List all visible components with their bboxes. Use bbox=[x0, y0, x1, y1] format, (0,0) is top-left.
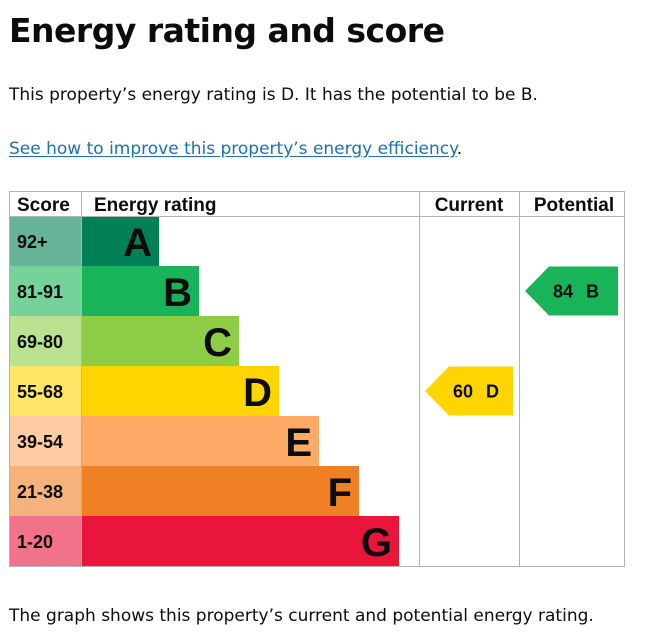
score-range-d: 55-68 bbox=[17, 382, 63, 402]
rating-bar-b bbox=[81, 266, 199, 316]
score-cell-a bbox=[9, 216, 81, 266]
score-cell-g bbox=[9, 516, 81, 566]
band-letter-a: A bbox=[123, 221, 152, 265]
current-rating-letter: D bbox=[486, 382, 499, 402]
band-letter-e: E bbox=[285, 421, 312, 465]
chart-caption: The graph shows this property’s current … bbox=[9, 606, 594, 626]
potential-rating-score: 84 bbox=[553, 282, 573, 302]
band-letter-d: D bbox=[243, 371, 272, 415]
score-cell-d bbox=[9, 366, 81, 416]
current-rating-score: 60 bbox=[453, 382, 473, 402]
score-range-g: 1-20 bbox=[17, 532, 53, 552]
current-rating-arrow bbox=[425, 366, 513, 416]
score-range-b: 81-91 bbox=[17, 282, 63, 302]
table-border bbox=[9, 191, 625, 567]
link-suffix: . bbox=[456, 139, 463, 159]
header-current: Current bbox=[435, 195, 504, 216]
rating-bar-c bbox=[81, 316, 239, 366]
header-potential: Potential bbox=[534, 195, 614, 216]
band-letter-f: F bbox=[328, 471, 352, 515]
rating-summary: This property’s energy rating is D. It h… bbox=[9, 85, 538, 105]
score-range-c: 69-80 bbox=[17, 332, 63, 352]
rating-bar-d bbox=[81, 366, 279, 416]
score-cell-b bbox=[9, 266, 81, 316]
rating-bar-e bbox=[81, 416, 319, 466]
header-energy-rating: Energy rating bbox=[94, 195, 216, 216]
header-score: Score bbox=[17, 195, 70, 216]
rating-bar-f bbox=[81, 466, 359, 516]
band-letter-b: B bbox=[163, 271, 192, 315]
score-cell-e bbox=[9, 416, 81, 466]
page-title: Energy rating and score bbox=[9, 11, 445, 50]
rating-bar-a bbox=[81, 216, 159, 266]
score-range-f: 21-38 bbox=[17, 482, 63, 502]
score-range-e: 39-54 bbox=[17, 432, 63, 452]
potential-rating-arrow bbox=[525, 266, 618, 316]
band-letter-c: C bbox=[203, 321, 232, 365]
improve-efficiency-line: See how to improve this property’s energ… bbox=[9, 137, 462, 161]
score-cell-f bbox=[9, 466, 81, 516]
improve-efficiency-link[interactable]: See how to improve this property’s energ… bbox=[9, 139, 457, 159]
rating-bar-g bbox=[81, 516, 399, 566]
score-cell-c bbox=[9, 316, 81, 366]
potential-rating-letter: B bbox=[586, 282, 599, 302]
band-letter-g: G bbox=[361, 521, 392, 565]
score-range-a: 92+ bbox=[17, 232, 48, 252]
